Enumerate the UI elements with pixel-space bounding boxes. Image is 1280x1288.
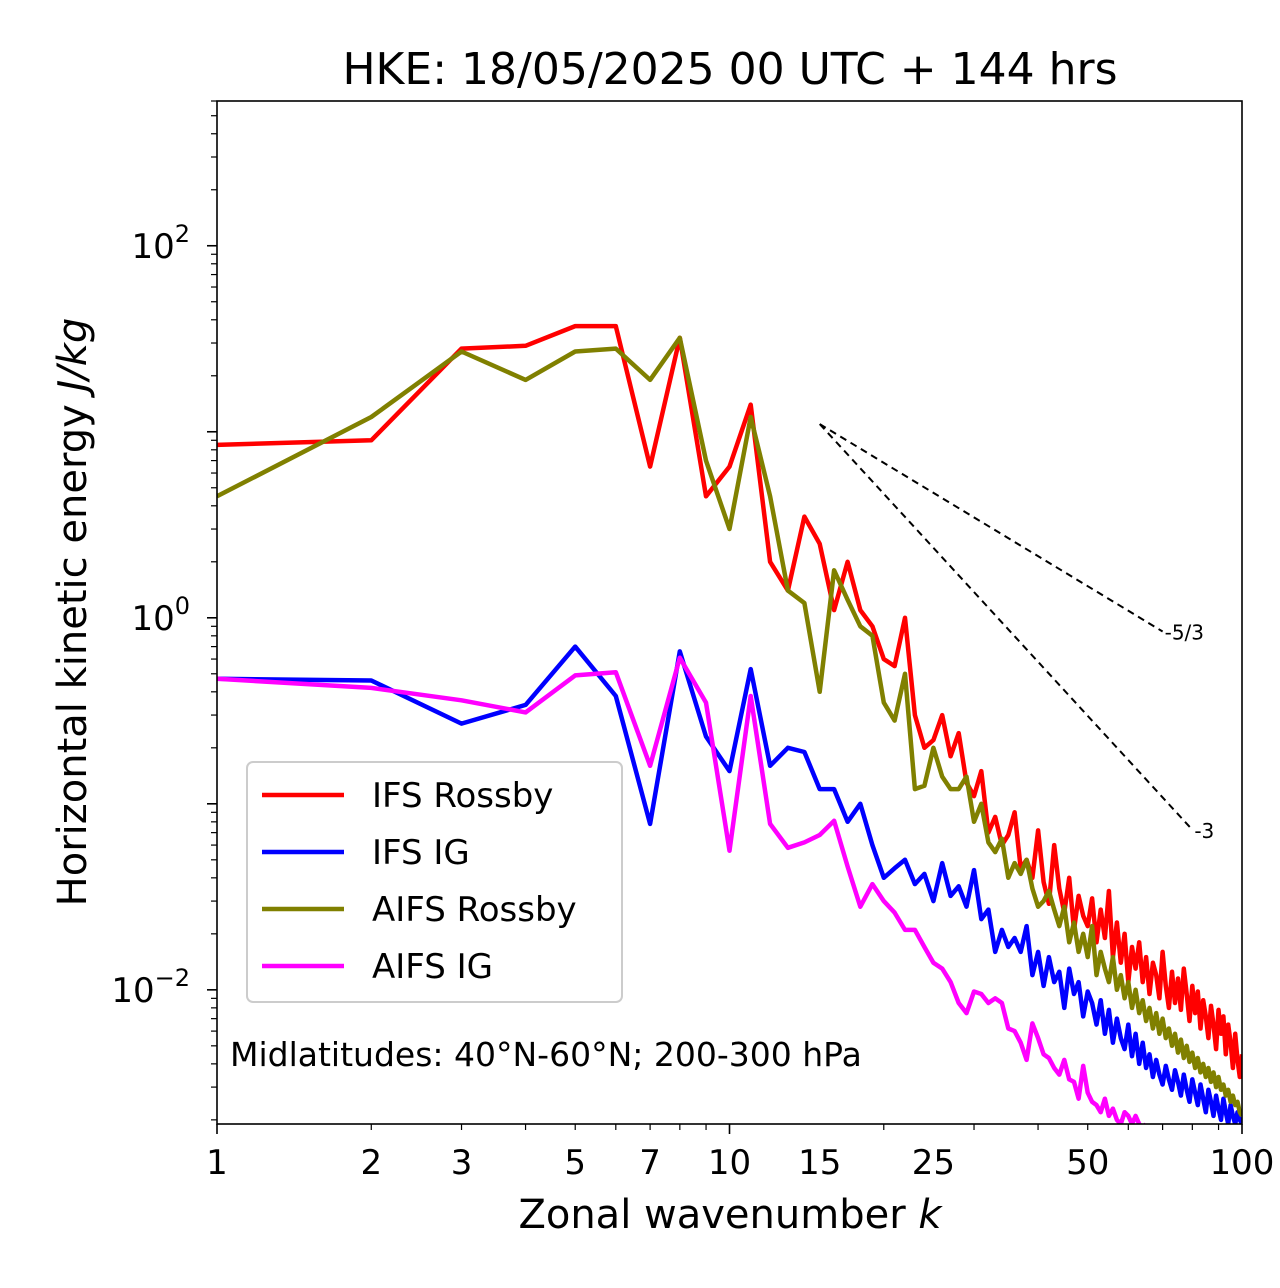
reference-label-minus-five-thirds: -5/3 [1165,620,1204,644]
legend-label-ifs-ig: IFS IG [372,833,470,873]
legend-label-ifs-rossby: IFS Rossby [372,776,553,816]
x-axis-symbol: k [918,1192,943,1238]
plot-area [217,323,1242,1124]
series-line-ifs-rossby [217,323,1242,1080]
legend-box [246,761,623,1003]
y-tick-labels: 10−2 100 102 [111,220,190,1011]
legend-label-aifs-rossby: AIFS Rossby [372,890,577,930]
legend: IFS Rossby IFS IG AIFS Rossby AIFS IG [246,761,623,1003]
x-tick-label: 2 [360,1143,382,1183]
reference-slopes: -5/3 -3 [819,423,1214,843]
x-tick-label: 25 [912,1143,955,1183]
series-line-aifs-rossby [217,335,1242,1118]
x-axis-label: Zonal wavenumber k [518,1192,943,1238]
axis-ticks [207,100,1243,1134]
x-tick-label: 10 [708,1143,751,1183]
x-tick-label: 5 [564,1143,586,1183]
reference-line-minus-five-thirds [819,423,1164,633]
x-tick-labels: 1 2 3 5 7 10 15 25 50 100 [206,1143,1274,1183]
y-axis-unit: J/kg [50,318,96,399]
series-line-aifs-ig [217,655,1147,1124]
x-tick-label: 3 [451,1143,473,1183]
y-axis-label: Horizontal kinetic energy J/kg [50,318,96,907]
legend-label-aifs-ig: AIFS IG [372,947,493,987]
x-tick-label: 7 [639,1143,661,1183]
x-tick-label: 15 [798,1143,841,1183]
y-axis-label-text: Horizontal kinetic energy [50,404,96,906]
y-tick-label: 100 [131,592,190,639]
x-tick-label: 100 [1210,1143,1275,1183]
x-tick-label: 50 [1066,1143,1109,1183]
reference-label-minus-three: -3 [1194,819,1214,843]
x-tick-label: 1 [206,1143,228,1183]
x-axis-label-text: Zonal wavenumber [518,1192,906,1238]
reference-line-minus-three [819,423,1194,831]
series-line-ifs-ig [217,644,1242,1124]
region-annotation: Midlatitudes: 40°N-60°N; 200-300 hPa [230,1035,862,1074]
y-tick-label: 102 [131,220,190,267]
y-tick-label: 10−2 [111,964,190,1011]
chart-title: HKE: 18/05/2025 00 UTC + 144 hrs [342,44,1117,95]
plot-frame [216,100,1243,1125]
